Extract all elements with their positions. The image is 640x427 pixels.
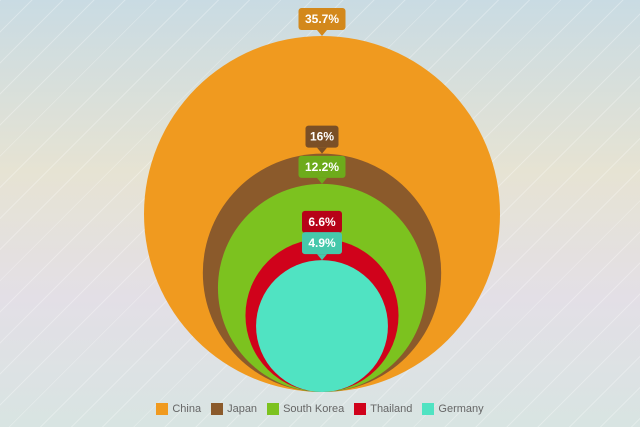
legend-label: Japan xyxy=(227,403,258,415)
data-label-box xyxy=(298,8,346,30)
data-label-box xyxy=(302,210,342,233)
data-label-pointer xyxy=(317,254,327,261)
data-label-japan: 16% xyxy=(305,125,339,154)
data-label-pointer xyxy=(317,30,327,36)
data-label-box xyxy=(302,232,342,255)
data-label-pointer xyxy=(317,147,327,154)
legend-item-thailand[interactable]: Thailand xyxy=(354,403,412,415)
data-label-text: 12.2% xyxy=(305,160,339,174)
data-label-text: 16% xyxy=(310,130,334,144)
legend-label: Germany xyxy=(438,403,484,415)
legend-item-japan[interactable]: Japan xyxy=(211,403,257,415)
legend-item-china[interactable]: China xyxy=(156,403,201,415)
data-label-south-korea: 12.2% xyxy=(298,155,346,184)
data-label-text: 35.7% xyxy=(305,12,339,26)
data-label-text: 4.9% xyxy=(308,236,336,250)
legend-swatch xyxy=(156,403,169,415)
data-label-china: 35.7% xyxy=(298,8,346,36)
labels-layer: 35.7% 16% 12.2% 6.6% 4.9% xyxy=(298,8,346,261)
data-label-box xyxy=(298,155,346,178)
legend-swatch xyxy=(267,403,280,415)
legend-swatch xyxy=(211,403,224,415)
data-label-box xyxy=(305,125,339,148)
bubble-germany[interactable] xyxy=(256,260,388,392)
legend-swatch xyxy=(354,403,367,415)
nested-bubble-chart: 35.7% 16% 12.2% 6.6% 4.9% xyxy=(144,8,500,392)
legend-label: Thailand xyxy=(370,403,413,415)
data-label-pointer xyxy=(317,177,327,184)
legend: China Japan South Korea Thailand Germany xyxy=(0,400,640,418)
legend-label: China xyxy=(172,403,202,415)
data-label-text: 6.6% xyxy=(308,215,336,229)
legend-label: South Korea xyxy=(283,403,345,415)
legend-swatch xyxy=(422,403,435,415)
legend-item-germany[interactable]: Germany xyxy=(422,403,484,415)
legend-item-south-korea[interactable]: South Korea xyxy=(267,403,344,415)
data-label-germany: 4.9% xyxy=(302,232,342,261)
